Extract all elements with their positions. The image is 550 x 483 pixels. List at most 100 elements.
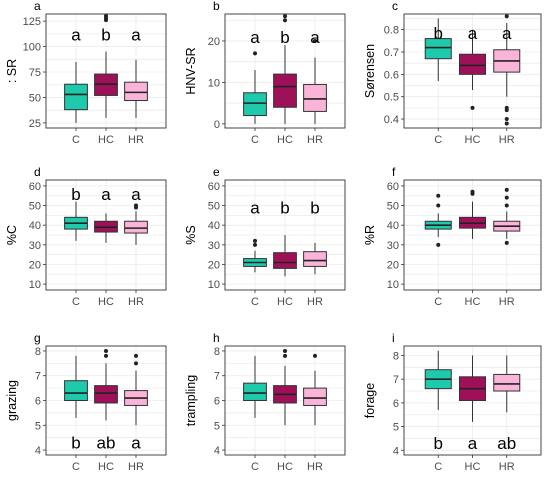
group-letter: a	[468, 24, 478, 43]
outlier-point	[313, 353, 317, 358]
group-letter: a	[101, 185, 111, 204]
outlier-point	[253, 238, 257, 243]
group-letter: ab	[497, 434, 516, 453]
outlier-point	[470, 105, 475, 110]
outlier-point	[104, 14, 108, 19]
outlier-point	[436, 193, 441, 198]
y-tick-label: 7	[393, 374, 399, 386]
box-body	[243, 382, 267, 401]
x-tick-label: HR	[307, 296, 323, 308]
group-letter: a	[71, 25, 81, 44]
box-body	[424, 38, 452, 60]
x-tick-label: HR	[307, 461, 323, 473]
box-body	[493, 373, 521, 392]
x-tick-label: HR	[128, 461, 144, 473]
y-tick-label: 40	[208, 220, 220, 232]
x-tick-label: C	[251, 134, 259, 146]
x-tick-label: C	[251, 296, 259, 308]
y-tick-label: 50	[29, 92, 41, 104]
panel-letter: i	[392, 331, 395, 345]
y-tick-label: 100	[23, 42, 41, 54]
group-letter: b	[71, 185, 80, 204]
y-tick-label: 40	[29, 220, 41, 232]
y-tick-label: 6	[214, 396, 220, 408]
y-axis-label: HNV-SR	[184, 47, 198, 94]
y-tick-label: 4	[35, 445, 41, 457]
outlier-point	[504, 108, 509, 113]
box-C	[424, 350, 452, 410]
box-C	[64, 201, 88, 241]
outlier-point	[504, 195, 509, 200]
group-letter: b	[434, 434, 443, 453]
box-body	[124, 220, 148, 234]
y-tick-label: 5	[214, 420, 220, 432]
panel-c: 0.4 0.5 0.6 0.7 0.8 C HC HR Sørensen c b a a	[363, 0, 542, 146]
box-body	[273, 73, 297, 108]
box-HC	[458, 29, 487, 110]
x-tick-label: HC	[277, 134, 293, 146]
box-body	[273, 252, 297, 269]
outlier-point	[104, 348, 108, 353]
y-axis-label: Sørensen	[363, 44, 377, 98]
panel-i: 4 5 6 7 8 C HC HR forage i b a ab	[363, 331, 542, 473]
panel-letter: b	[213, 0, 220, 13]
x-tick-label: C	[72, 461, 80, 473]
box-body	[124, 81, 148, 102]
y-tick-label: 30	[29, 240, 41, 252]
y-tick-label: 60	[387, 181, 399, 193]
panel-letter: a	[34, 0, 41, 13]
x-tick-label: HR	[499, 461, 515, 473]
y-tick-label: 0.8	[384, 25, 399, 37]
y-tick-label: 0.7	[384, 47, 399, 59]
box-HR	[124, 59, 148, 118]
outlier-point	[283, 348, 287, 353]
y-tick-label: 30	[208, 240, 220, 252]
box-body	[243, 92, 267, 117]
x-tick-label: HR	[128, 134, 144, 146]
y-tick-label: 60	[29, 181, 41, 193]
outlier-point	[436, 242, 441, 247]
y-tick-label: 4	[214, 445, 220, 457]
group-letter: a	[131, 25, 141, 44]
panel-a: 25 50 75 100 125 C HC HR: SR a a b a	[5, 0, 167, 146]
box-HC	[94, 213, 118, 243]
outlier-point	[283, 353, 287, 358]
y-tick-label: 10	[29, 279, 41, 291]
box-C	[424, 18, 452, 82]
x-tick-label: HR	[307, 134, 323, 146]
group-letter: a	[131, 185, 141, 204]
y-tick-label: 8	[214, 346, 220, 358]
x-tick-label: HC	[465, 461, 481, 473]
y-axis-label: %C	[5, 225, 19, 245]
y-tick-label: 50	[29, 201, 41, 213]
group-letter: a	[502, 24, 512, 43]
y-axis-label: forage	[363, 383, 377, 418]
box-C	[64, 61, 88, 123]
x-tick-label: HC	[465, 296, 481, 308]
group-letter: a	[250, 28, 260, 47]
x-tick-label: C	[434, 296, 442, 308]
group-letter: b	[280, 199, 289, 218]
y-axis-label: %R	[363, 225, 377, 245]
y-tick-label: 20	[387, 259, 399, 271]
y-tick-label: 5	[393, 422, 399, 434]
y-tick-label: 125	[23, 16, 41, 28]
x-tick-label: HR	[499, 134, 515, 146]
outlier-point	[283, 18, 287, 23]
group-letter: b	[101, 25, 110, 44]
y-tick-label: 75	[29, 67, 41, 79]
outlier-point	[504, 240, 509, 245]
outlier-point	[253, 51, 257, 56]
y-tick-label: 10	[208, 279, 220, 291]
box-HC	[273, 14, 297, 124]
x-tick-label: C	[434, 134, 442, 146]
box-C	[243, 355, 267, 418]
outlier-point	[470, 189, 475, 194]
box-HC	[273, 235, 297, 277]
outlier-point	[436, 203, 441, 208]
outlier-point	[313, 38, 317, 43]
box-body	[303, 387, 327, 406]
box-HC	[94, 348, 118, 421]
box-HC	[273, 348, 297, 426]
